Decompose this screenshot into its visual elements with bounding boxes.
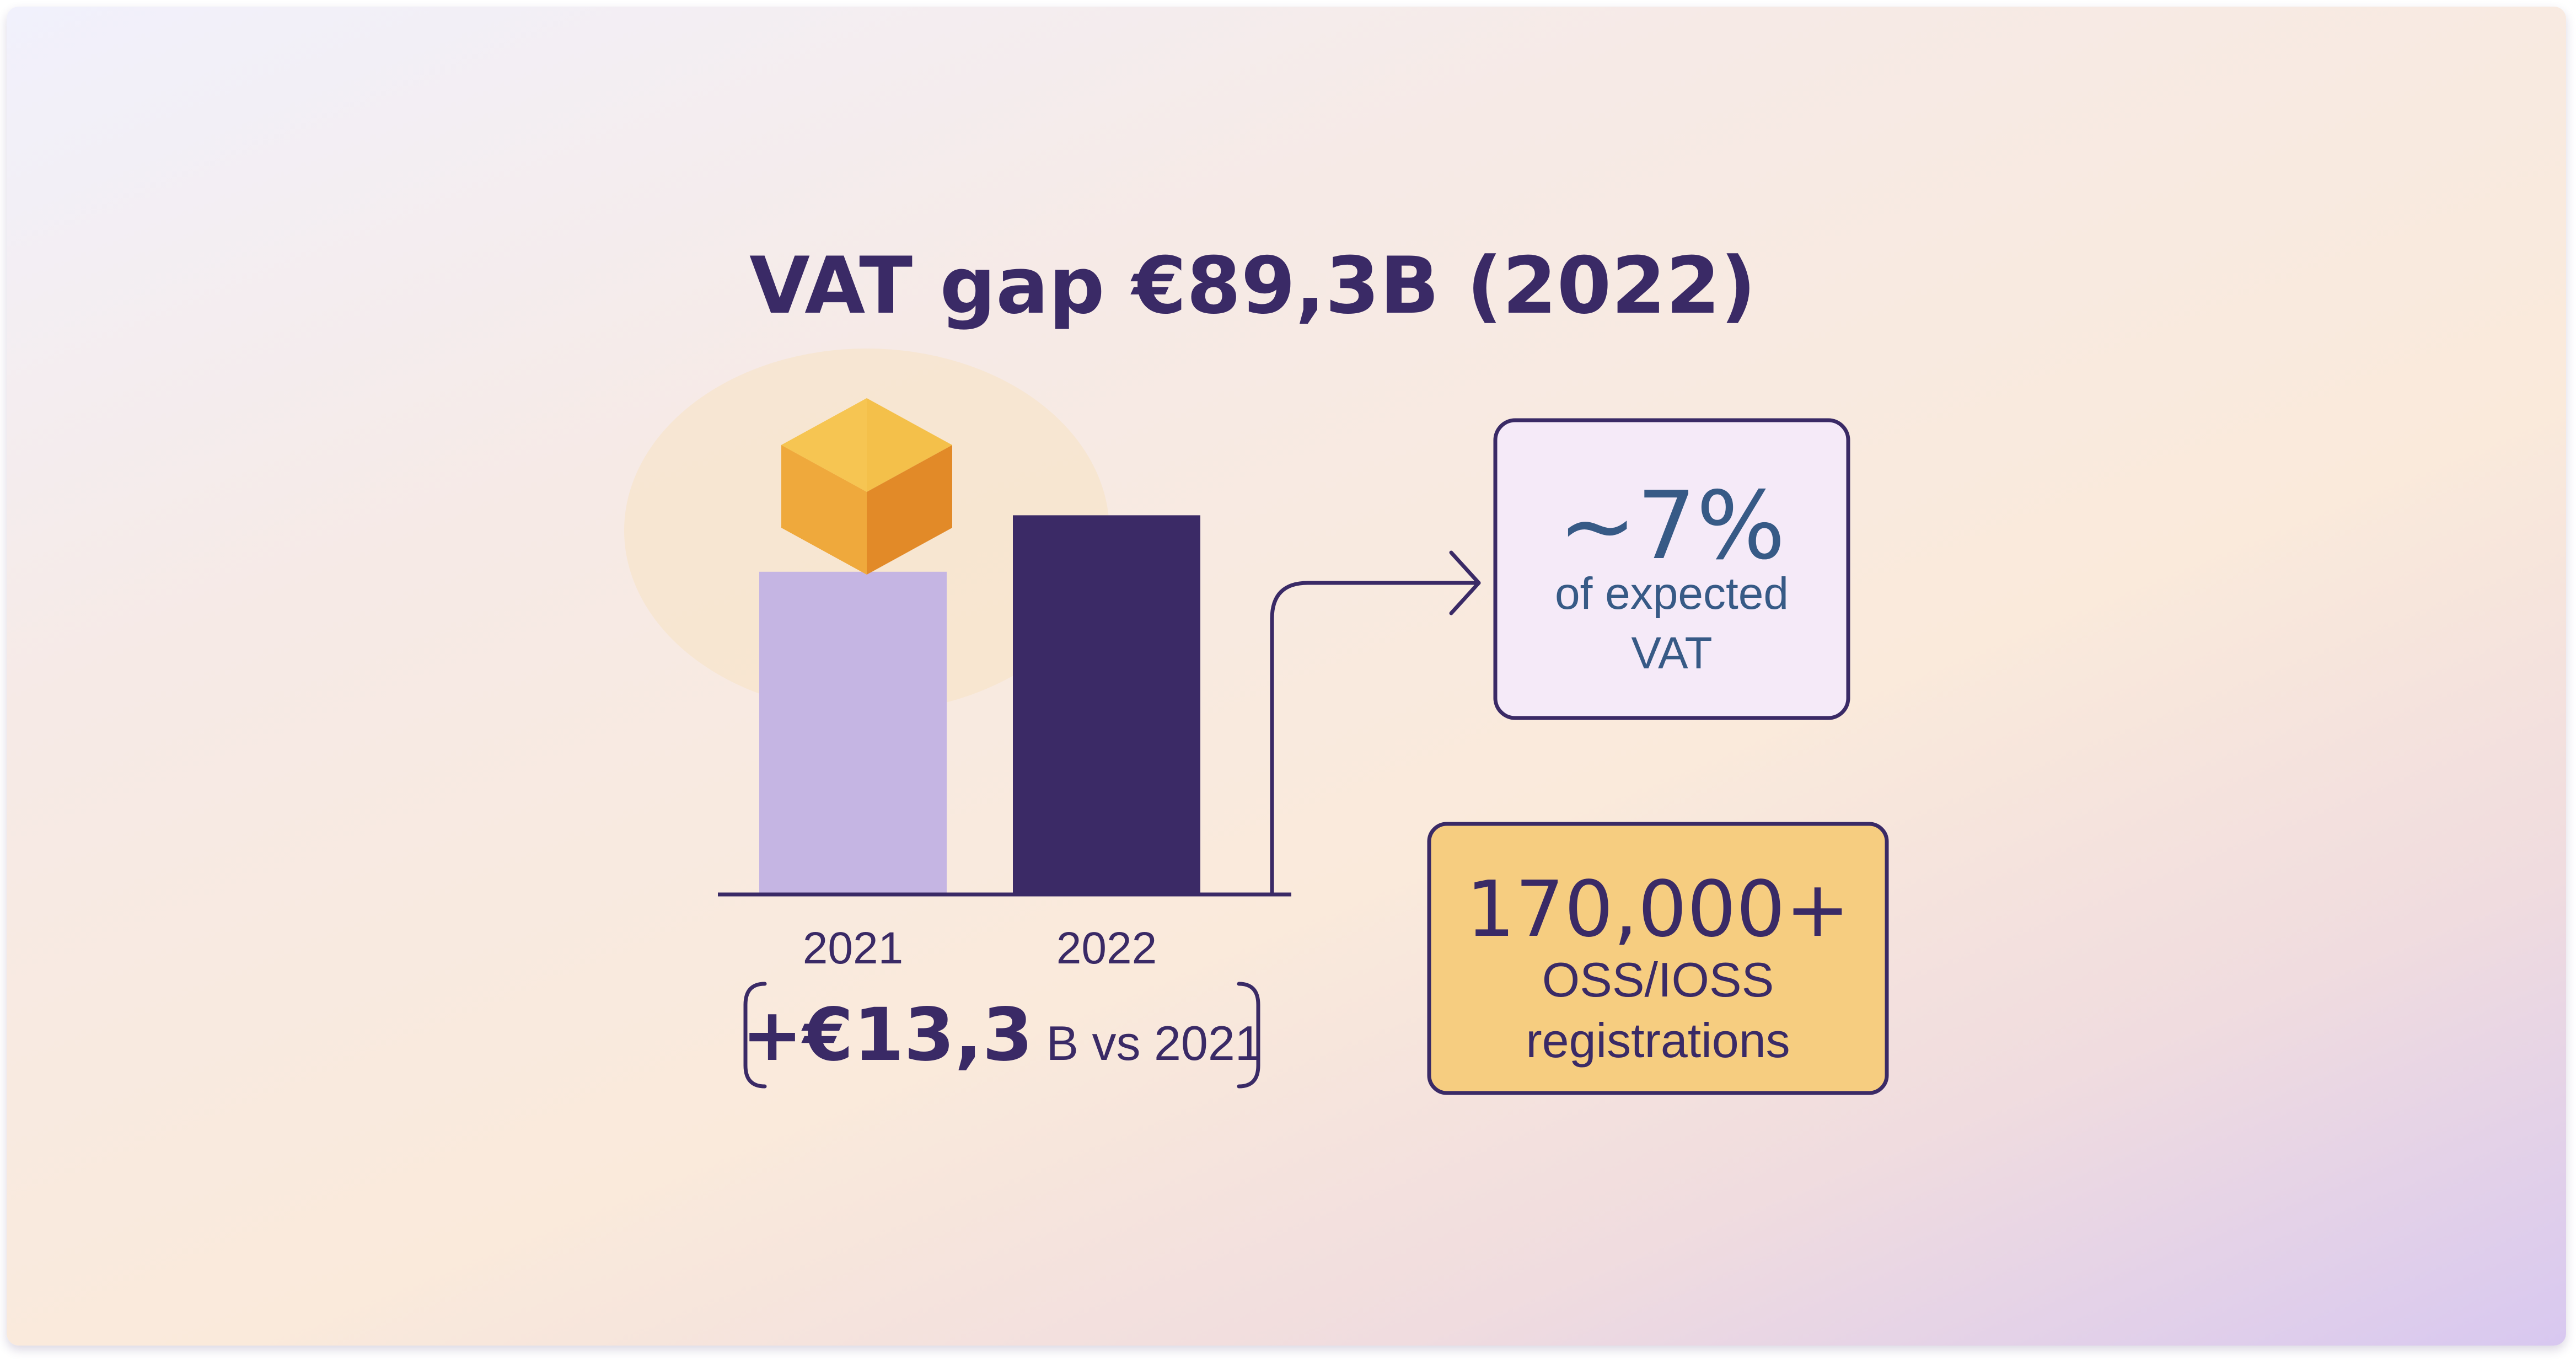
percentage-card: ~7% of expected VAT [1493,418,1850,720]
chart-title: VAT gap €89,3B (2022) [749,240,1756,331]
delta-value: +€13,3 [742,993,1033,1078]
bar-2021 [759,571,947,894]
tick-label-2022: 2022 [1056,923,1157,973]
percentage-label-line2: VAT [1631,628,1712,678]
percentage-value: ~7% [1558,471,1785,581]
tick-label-2021: 2021 [803,923,903,973]
bracket-left-icon [743,982,767,1089]
arrow-right-icon [1270,550,1481,897]
percentage-card-box [1493,418,1850,720]
delta-unit: B vs 2021 [1046,1016,1262,1070]
delta-annotation: +€13,3 B vs 2021 [742,993,1262,1078]
percentage-label-line1: of expected [1555,569,1789,619]
bar-2022 [1013,515,1200,894]
bracket-right-icon [1237,982,1260,1089]
infographic-card: VAT gap €89,3B (2022) 2021 2022 [7,7,2566,1346]
registrations-label-line1: OSS/IOSS [1542,952,1774,1007]
registrations-card-box [1427,822,1889,1095]
registrations-label-line2: registrations [1526,1013,1790,1068]
vat-gap-chart: VAT gap €89,3B (2022) 2021 2022 [624,240,1889,1095]
registrations-value: 170,000+ [1466,865,1850,955]
cube-icon [781,398,952,575]
registrations-card: 170,000+ OSS/IOSS registrations [1427,822,1889,1095]
